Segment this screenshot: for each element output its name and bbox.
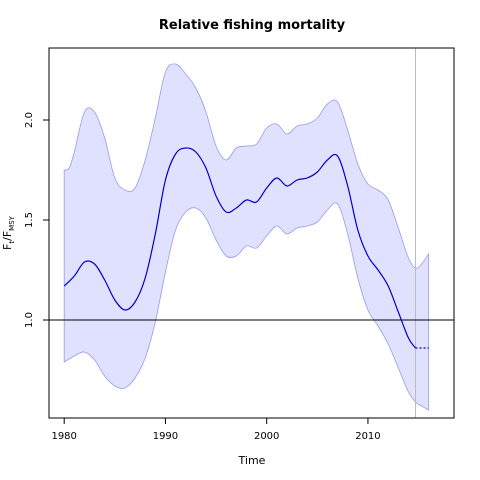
confidence-band xyxy=(63,63,430,411)
y-tick-label: 1.0 xyxy=(24,312,35,328)
chart-title: Relative fishing mortality xyxy=(159,18,346,33)
x-tick-label: 2000 xyxy=(254,431,279,442)
y-axis-label-sub2: MSY xyxy=(8,215,16,230)
plot-area xyxy=(49,48,454,418)
x-axis-label: Time xyxy=(238,454,266,467)
y-tick-label: 2.0 xyxy=(24,112,35,128)
y-axis-label-sub1: t xyxy=(8,241,16,244)
plot-frame xyxy=(48,47,455,419)
x-tick-label: 1990 xyxy=(153,431,178,442)
estimate-line xyxy=(63,147,417,349)
y-axis-label-slash: /F xyxy=(1,231,14,241)
y-tick-label: 1.5 xyxy=(24,212,35,228)
x-tick-label: 1980 xyxy=(51,431,76,442)
y-axis: 1.0 1.5 2.0 xyxy=(24,112,49,328)
x-tick-label: 2010 xyxy=(355,431,380,442)
y-axis-label: Ft/FMSY xyxy=(1,215,16,250)
x-axis: 1980 1990 2000 2010 xyxy=(51,418,381,442)
y-axis-label-main: F xyxy=(1,244,14,250)
